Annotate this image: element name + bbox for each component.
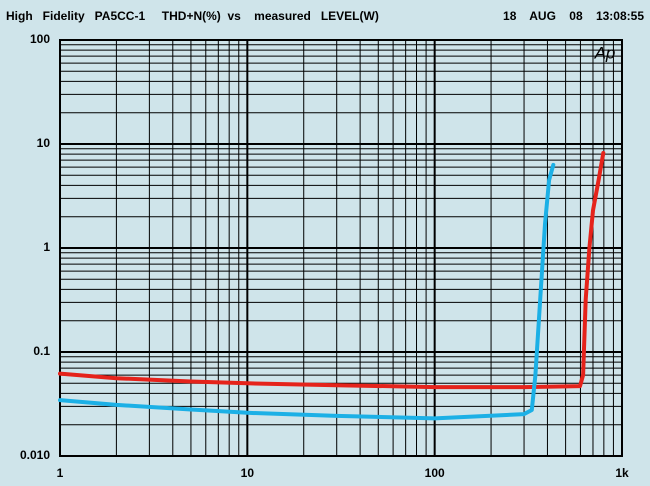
y-tick-label: 100 [30, 32, 50, 46]
x-tick-label: 10 [241, 466, 255, 480]
x-tick-label: 1 [57, 466, 64, 480]
chart-title: High Fidelity PA5CC-1 THD+N(%) vs measur… [6, 9, 379, 23]
timestamp: 18 AUG 08 13:08:55 [503, 9, 644, 23]
y-tick-label: 0.010 [20, 448, 50, 462]
y-tick-label: 10 [37, 136, 51, 150]
data-line [58, 151, 606, 390]
x-tick-label: 100 [425, 466, 445, 480]
y-tick-label: 1 [43, 240, 50, 254]
plot-frame [59, 39, 623, 457]
x-tick-label: 1k [615, 466, 629, 480]
y-tick-label: 0.1 [33, 344, 50, 358]
data-line [58, 162, 556, 421]
logo: Ap [594, 43, 616, 62]
